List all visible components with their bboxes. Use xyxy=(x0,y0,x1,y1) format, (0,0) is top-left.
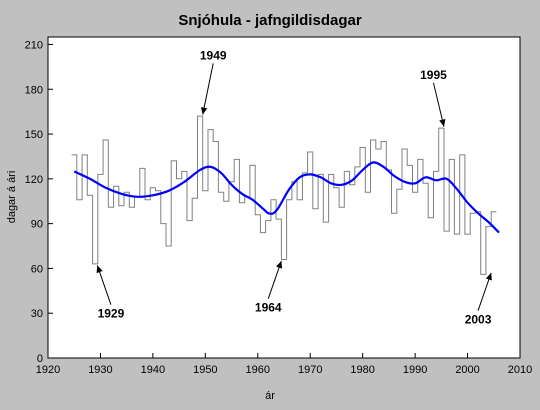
y-tick-label: 120 xyxy=(25,174,43,186)
y-tick-label: 90 xyxy=(31,219,43,231)
y-tick-label: 30 xyxy=(31,308,43,320)
x-tick-label: 2000 xyxy=(455,364,479,376)
x-tick-label: 1940 xyxy=(141,364,165,376)
annual-values-step-line xyxy=(71,115,497,275)
y-tick-label: 60 xyxy=(31,263,43,275)
x-tick-label: 2010 xyxy=(508,364,532,376)
y-axis-label: dagar á ári xyxy=(6,171,18,224)
axes: 1920 1930 1940 1950 1960 1970 1980 1990 2000 2010… xyxy=(25,39,533,376)
annotation-arrowhead xyxy=(439,119,446,127)
annotation-arrowhead xyxy=(96,265,103,274)
annotation-label: 1995 xyxy=(420,68,447,82)
annotations: 1929 1949 1964 1995 2003 xyxy=(96,48,492,327)
y-tick-label: 180 xyxy=(25,84,43,96)
smoothed-trend-line xyxy=(73,161,500,234)
annotation-arrowhead xyxy=(276,260,283,269)
x-tick-label: 1930 xyxy=(88,364,112,376)
annotation-label: 1949 xyxy=(200,48,227,62)
annotation-label: 1964 xyxy=(255,301,282,315)
annotation-label: 2003 xyxy=(465,313,492,327)
chart-title: Snjóhula - jafngildisdagar xyxy=(178,12,362,29)
x-tick-label: 1920 xyxy=(36,364,60,376)
x-axis-label: ár xyxy=(265,390,275,402)
annotation-arrowhead xyxy=(200,107,208,115)
x-tick-label: 1990 xyxy=(403,364,427,376)
annotation-label: 1929 xyxy=(98,307,125,321)
y-tick-label: 0 xyxy=(37,353,43,365)
annotation-arrow xyxy=(432,82,445,127)
y-tick-label: 150 xyxy=(25,129,43,141)
annotation-arrowhead xyxy=(485,272,492,281)
x-tick-label: 1960 xyxy=(246,364,270,376)
x-tick-label: 1980 xyxy=(350,364,374,376)
x-tick-label: 1950 xyxy=(193,364,217,376)
annotation-arrow xyxy=(202,63,214,115)
series-group xyxy=(71,115,500,275)
x-tick-label: 1970 xyxy=(298,364,322,376)
y-tick-label: 210 xyxy=(25,39,43,51)
